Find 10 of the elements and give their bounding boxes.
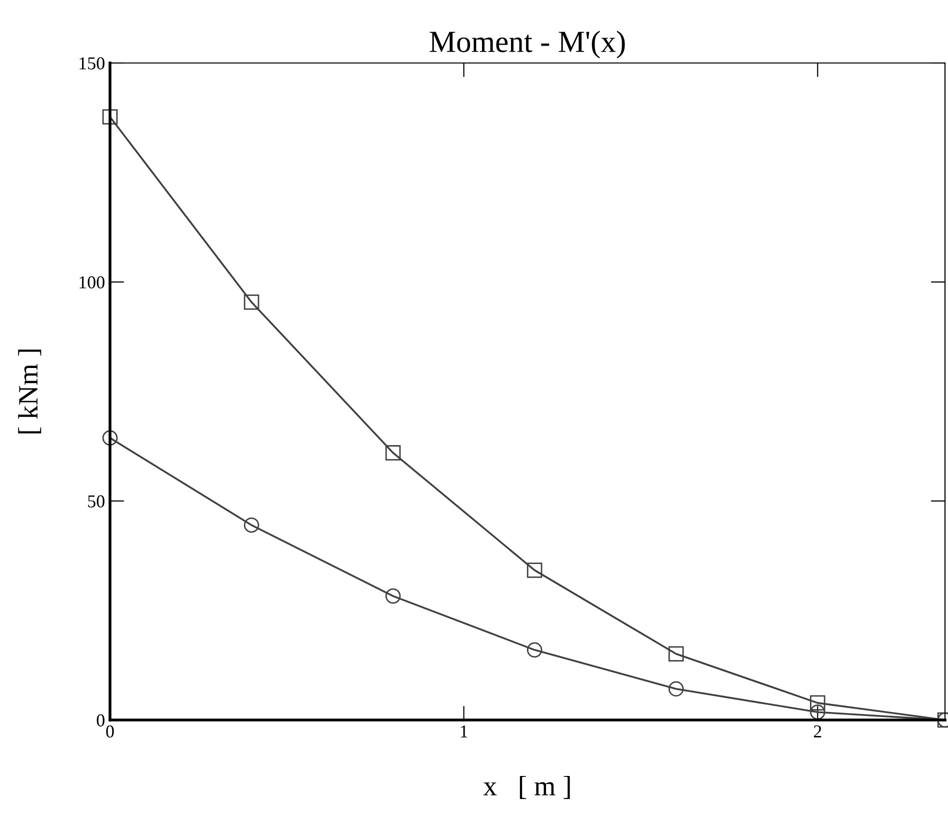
y-axis-title: [ kNm ] <box>18 350 42 434</box>
y-tick-label: 0 <box>96 714 104 726</box>
y-tick-label: 100 <box>80 276 104 288</box>
x-tick-label: 1 <box>460 725 468 738</box>
y-tick-label: 150 <box>80 57 104 70</box>
x-axis-title: x [ m ] <box>483 776 570 799</box>
y-tick-label: 50 <box>88 495 104 508</box>
x-tick-label: 0 <box>106 725 114 738</box>
x-tick-label: 2 <box>814 725 822 738</box>
chart-title: Moment - M'(x) <box>430 30 625 58</box>
